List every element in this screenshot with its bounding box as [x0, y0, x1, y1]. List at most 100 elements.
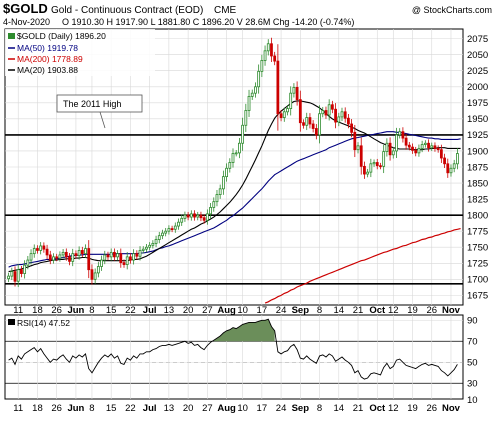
annotation-2011-high: The 2011 High [56, 94, 143, 129]
ma200-path [264, 228, 461, 304]
candle-down [122, 262, 126, 265]
candle-down [80, 250, 84, 255]
candle-down [279, 113, 283, 118]
x-tick-label: 11 [13, 305, 23, 316]
price-tick-label: 1825 [467, 194, 488, 205]
candle-down [273, 55, 277, 62]
x-tick-label: 21 [353, 403, 364, 414]
candle-up [161, 232, 164, 237]
candle-up [173, 225, 177, 230]
legend-ma20: MA(20) 1903.88 [17, 65, 78, 75]
ohlc-readout: O 1910.30 H 1917.90 L 1881.80 C 1896.20 … [62, 17, 354, 27]
candle-down [45, 248, 49, 256]
x-tick-label: 21 [353, 305, 364, 316]
x-tick-label: 11 [13, 403, 23, 414]
rsi-x-axis: 11 18 26 Jun 8 15 22 Jul 13 20 27 Aug 10 17 24 Sep 8 14 21… [13, 403, 460, 414]
x-tick-label: Oct [369, 403, 386, 414]
candle-down [334, 108, 337, 123]
x-tick-label: 15 [106, 403, 117, 414]
annotation-pointer [99, 111, 106, 129]
x-tick-label: 26 [51, 305, 62, 316]
rsi-legend-swatch [8, 319, 15, 325]
x-tick-label: 27 [202, 403, 213, 414]
candle-up [141, 248, 145, 251]
candle-up [93, 272, 97, 280]
x-tick-label: 12 [388, 403, 399, 414]
rsi-panel: 10 30 50 70 90 RSI(14) 47.52 [4, 314, 478, 406]
candle-down [379, 165, 382, 168]
x-tick-label: Aug [217, 403, 236, 414]
candle-down [401, 131, 405, 139]
x-tick-label: 8 [317, 305, 322, 316]
candle-down [74, 253, 78, 256]
candle-up [183, 214, 187, 219]
candle-up [327, 104, 331, 116]
candle-down [302, 122, 305, 126]
candle-down [353, 131, 357, 151]
candle-down [64, 251, 68, 258]
candle-up [340, 111, 344, 118]
x-tick-label: 20 [183, 305, 194, 316]
candle-up [234, 152, 238, 155]
price-tick-label: 1950 [467, 114, 488, 125]
rsi-legend: RSI(14) 47.52 [17, 318, 70, 328]
x-tick-label: 24 [276, 403, 287, 414]
candles [7, 37, 459, 288]
candle-up [257, 70, 261, 88]
candle-down [276, 60, 280, 115]
candle-up [177, 221, 180, 227]
candle-down [311, 123, 315, 129]
price-tick-label: 1800 [467, 210, 488, 221]
x-tick-label: Jun [67, 403, 84, 414]
candle-up [382, 151, 386, 167]
candle-up [96, 266, 100, 274]
legend: $GOLD (Daily) 1896.20 MA(50) 1919.78 MA(… [5, 29, 155, 76]
candle-down [170, 228, 174, 231]
x-tick-label: 19 [407, 403, 418, 414]
price-panel: 1675 1700 1725 1750 1775 1800 1825 1850 1875 1900… [4, 28, 488, 306]
price-tick-label: 2075 [467, 34, 488, 45]
candle-up [452, 163, 456, 169]
candle-up [61, 251, 65, 256]
candle-down [375, 162, 379, 167]
price-x-axis: 11 18 26 Jun 8 15 22 Jul 13 20 27 Aug 10 17 24 Sep 8 14 21… [13, 305, 460, 316]
candle-up [260, 60, 264, 72]
x-tick-label: 18 [32, 305, 43, 316]
x-tick-label: 13 [164, 403, 175, 414]
candle-down [308, 117, 312, 125]
x-tick-label: 19 [407, 305, 418, 316]
candle-down [87, 248, 91, 271]
rsi-tick-label: 90 [467, 316, 478, 327]
candle-down [388, 142, 392, 156]
candle-up [398, 131, 402, 136]
candle-down [404, 137, 408, 146]
candle-up [103, 254, 107, 261]
candle-down [270, 43, 273, 57]
candle-up [84, 248, 87, 255]
candle-up [449, 167, 453, 174]
candle-down [13, 271, 17, 282]
legend-swatch-price [8, 33, 15, 39]
candle-up [58, 254, 62, 259]
candle-up [221, 176, 225, 190]
candle-up [29, 253, 33, 261]
price-tick-label: 1925 [467, 130, 488, 141]
ma20-path [8, 100, 461, 273]
candle-up [100, 259, 103, 267]
candle-up [32, 248, 36, 255]
rsi-tick-label: 10 [467, 395, 478, 406]
candle-down [414, 149, 418, 154]
price-tick-label: 1975 [467, 98, 488, 109]
x-tick-label: 13 [164, 305, 175, 316]
candle-up [292, 87, 296, 94]
candle-up [23, 264, 27, 274]
x-tick-label: 8 [89, 305, 94, 316]
candle-up [218, 188, 222, 196]
candle-down [330, 104, 334, 110]
candle-down [48, 254, 52, 261]
candle-up [215, 194, 219, 203]
candle-down [363, 165, 366, 175]
rsi-line [8, 318, 458, 380]
x-tick-label: 26 [426, 403, 437, 414]
price-tick-label: 1675 [467, 291, 488, 302]
